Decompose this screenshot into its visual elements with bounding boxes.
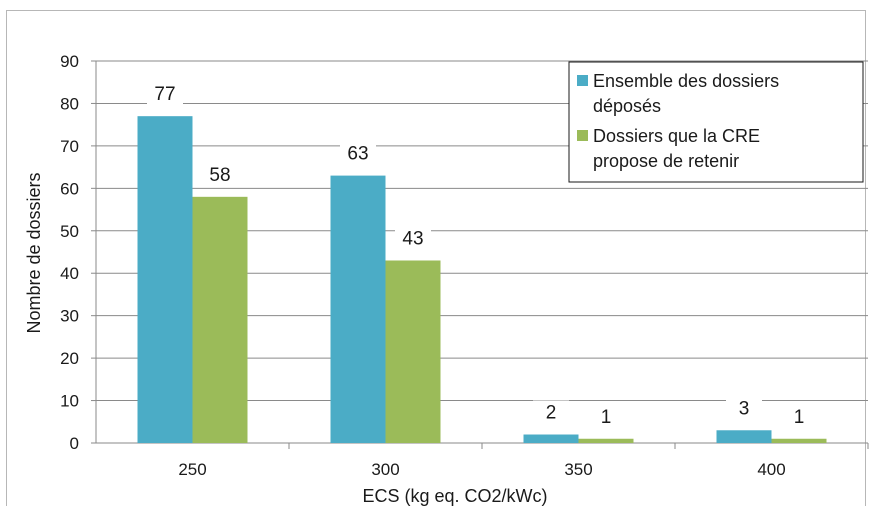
bar bbox=[716, 430, 772, 443]
y-tick-label: 20 bbox=[60, 349, 79, 368]
y-axis-title: Nombre de dossiers bbox=[24, 172, 44, 333]
data-label-bg bbox=[340, 141, 376, 166]
data-label: 2 bbox=[546, 403, 557, 424]
data-labels: 77 58 63 43 2 1 3 1 bbox=[147, 82, 817, 429]
data-label: 58 bbox=[209, 165, 230, 186]
bar bbox=[192, 196, 248, 443]
y-tick-label: 10 bbox=[60, 392, 79, 411]
y-tick-label: 0 bbox=[70, 434, 79, 453]
data-label: 3 bbox=[739, 398, 750, 419]
y-tick-label: 90 bbox=[60, 52, 79, 71]
data-label-bg bbox=[202, 162, 238, 187]
x-tick-label: 400 bbox=[757, 460, 785, 479]
data-label-bg bbox=[147, 82, 183, 107]
data-label: 1 bbox=[794, 407, 805, 428]
data-label-bg bbox=[395, 226, 431, 251]
legend-label: Ensemble des dossiers bbox=[593, 71, 779, 91]
bar bbox=[578, 438, 634, 443]
y-tick-label: 50 bbox=[60, 222, 79, 241]
y-tick-label: 40 bbox=[60, 264, 79, 283]
data-label-bg bbox=[726, 396, 762, 421]
bars bbox=[137, 116, 827, 443]
legend-label: propose de retenir bbox=[593, 151, 739, 171]
data-label: 63 bbox=[347, 144, 368, 165]
legend-box bbox=[568, 61, 864, 183]
bar bbox=[330, 175, 386, 443]
x-axis-title: ECS (kg eq. CO2/kWc) bbox=[362, 486, 547, 506]
legend-swatch bbox=[577, 130, 588, 141]
y-tick-label: 70 bbox=[60, 137, 79, 156]
y-tick-label: 60 bbox=[60, 179, 79, 198]
data-label-bg bbox=[781, 404, 817, 429]
data-label: 1 bbox=[601, 407, 612, 428]
legend-label: Dossiers que la CRE bbox=[593, 126, 760, 146]
data-label: 77 bbox=[154, 84, 175, 105]
data-label-bg bbox=[588, 404, 624, 429]
y-axis: 0 10 20 30 40 50 60 70 80 90 bbox=[60, 52, 97, 453]
legend: Ensemble des dossiers déposés Dossiers que… bbox=[568, 61, 864, 183]
bar bbox=[523, 434, 579, 443]
y-tick-label: 80 bbox=[60, 94, 79, 113]
bar bbox=[771, 438, 827, 443]
x-tick-label: 250 bbox=[178, 460, 206, 479]
bar bbox=[137, 116, 193, 443]
data-label-bg bbox=[533, 400, 569, 425]
x-tick-label: 350 bbox=[564, 460, 592, 479]
legend-label: déposés bbox=[593, 96, 661, 116]
y-tick-label: 30 bbox=[60, 307, 79, 326]
x-tick-label: 300 bbox=[371, 460, 399, 479]
bar bbox=[385, 260, 441, 443]
x-axis: 250 300 350 400 bbox=[96, 442, 869, 479]
data-label: 43 bbox=[402, 228, 423, 249]
legend-swatch bbox=[577, 75, 588, 86]
